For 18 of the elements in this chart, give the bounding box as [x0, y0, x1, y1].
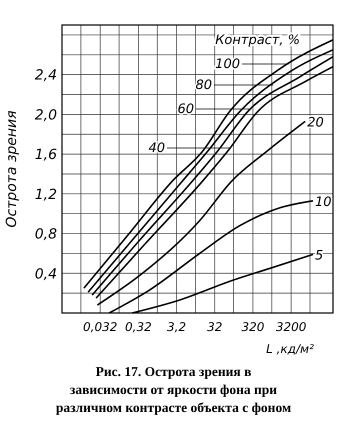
- x-tick-label: 3200: [276, 320, 307, 334]
- x-tick-label: 320: [241, 320, 265, 334]
- legend-label: 60: [177, 102, 194, 117]
- legend-label: 80: [195, 78, 212, 93]
- y-tick-label: 0,8: [34, 226, 58, 243]
- y-tick-label: 0,4: [34, 266, 57, 282]
- text: Рис. 17. Острота зрения в зависимости от яркости фона при различном контрасте объекта с фоном: [56, 364, 292, 415]
- y-tick-label: 2,4: [34, 68, 57, 84]
- y-tick-label: 1,2: [34, 186, 58, 203]
- x-tick-label: 32: [207, 320, 222, 334]
- y-tick-label: 2,0: [34, 107, 58, 124]
- x-tick-label: 3,2: [167, 320, 186, 334]
- x-axis-title: L ,кд/м²: [266, 342, 314, 356]
- y-tick-label: 1,6: [34, 147, 58, 164]
- y-axis-title: Острота зрения: [4, 110, 20, 228]
- x-tick-label: 0,32: [125, 320, 152, 334]
- series-label: 10: [315, 194, 332, 210]
- x-tick-label: 0,032: [83, 320, 118, 334]
